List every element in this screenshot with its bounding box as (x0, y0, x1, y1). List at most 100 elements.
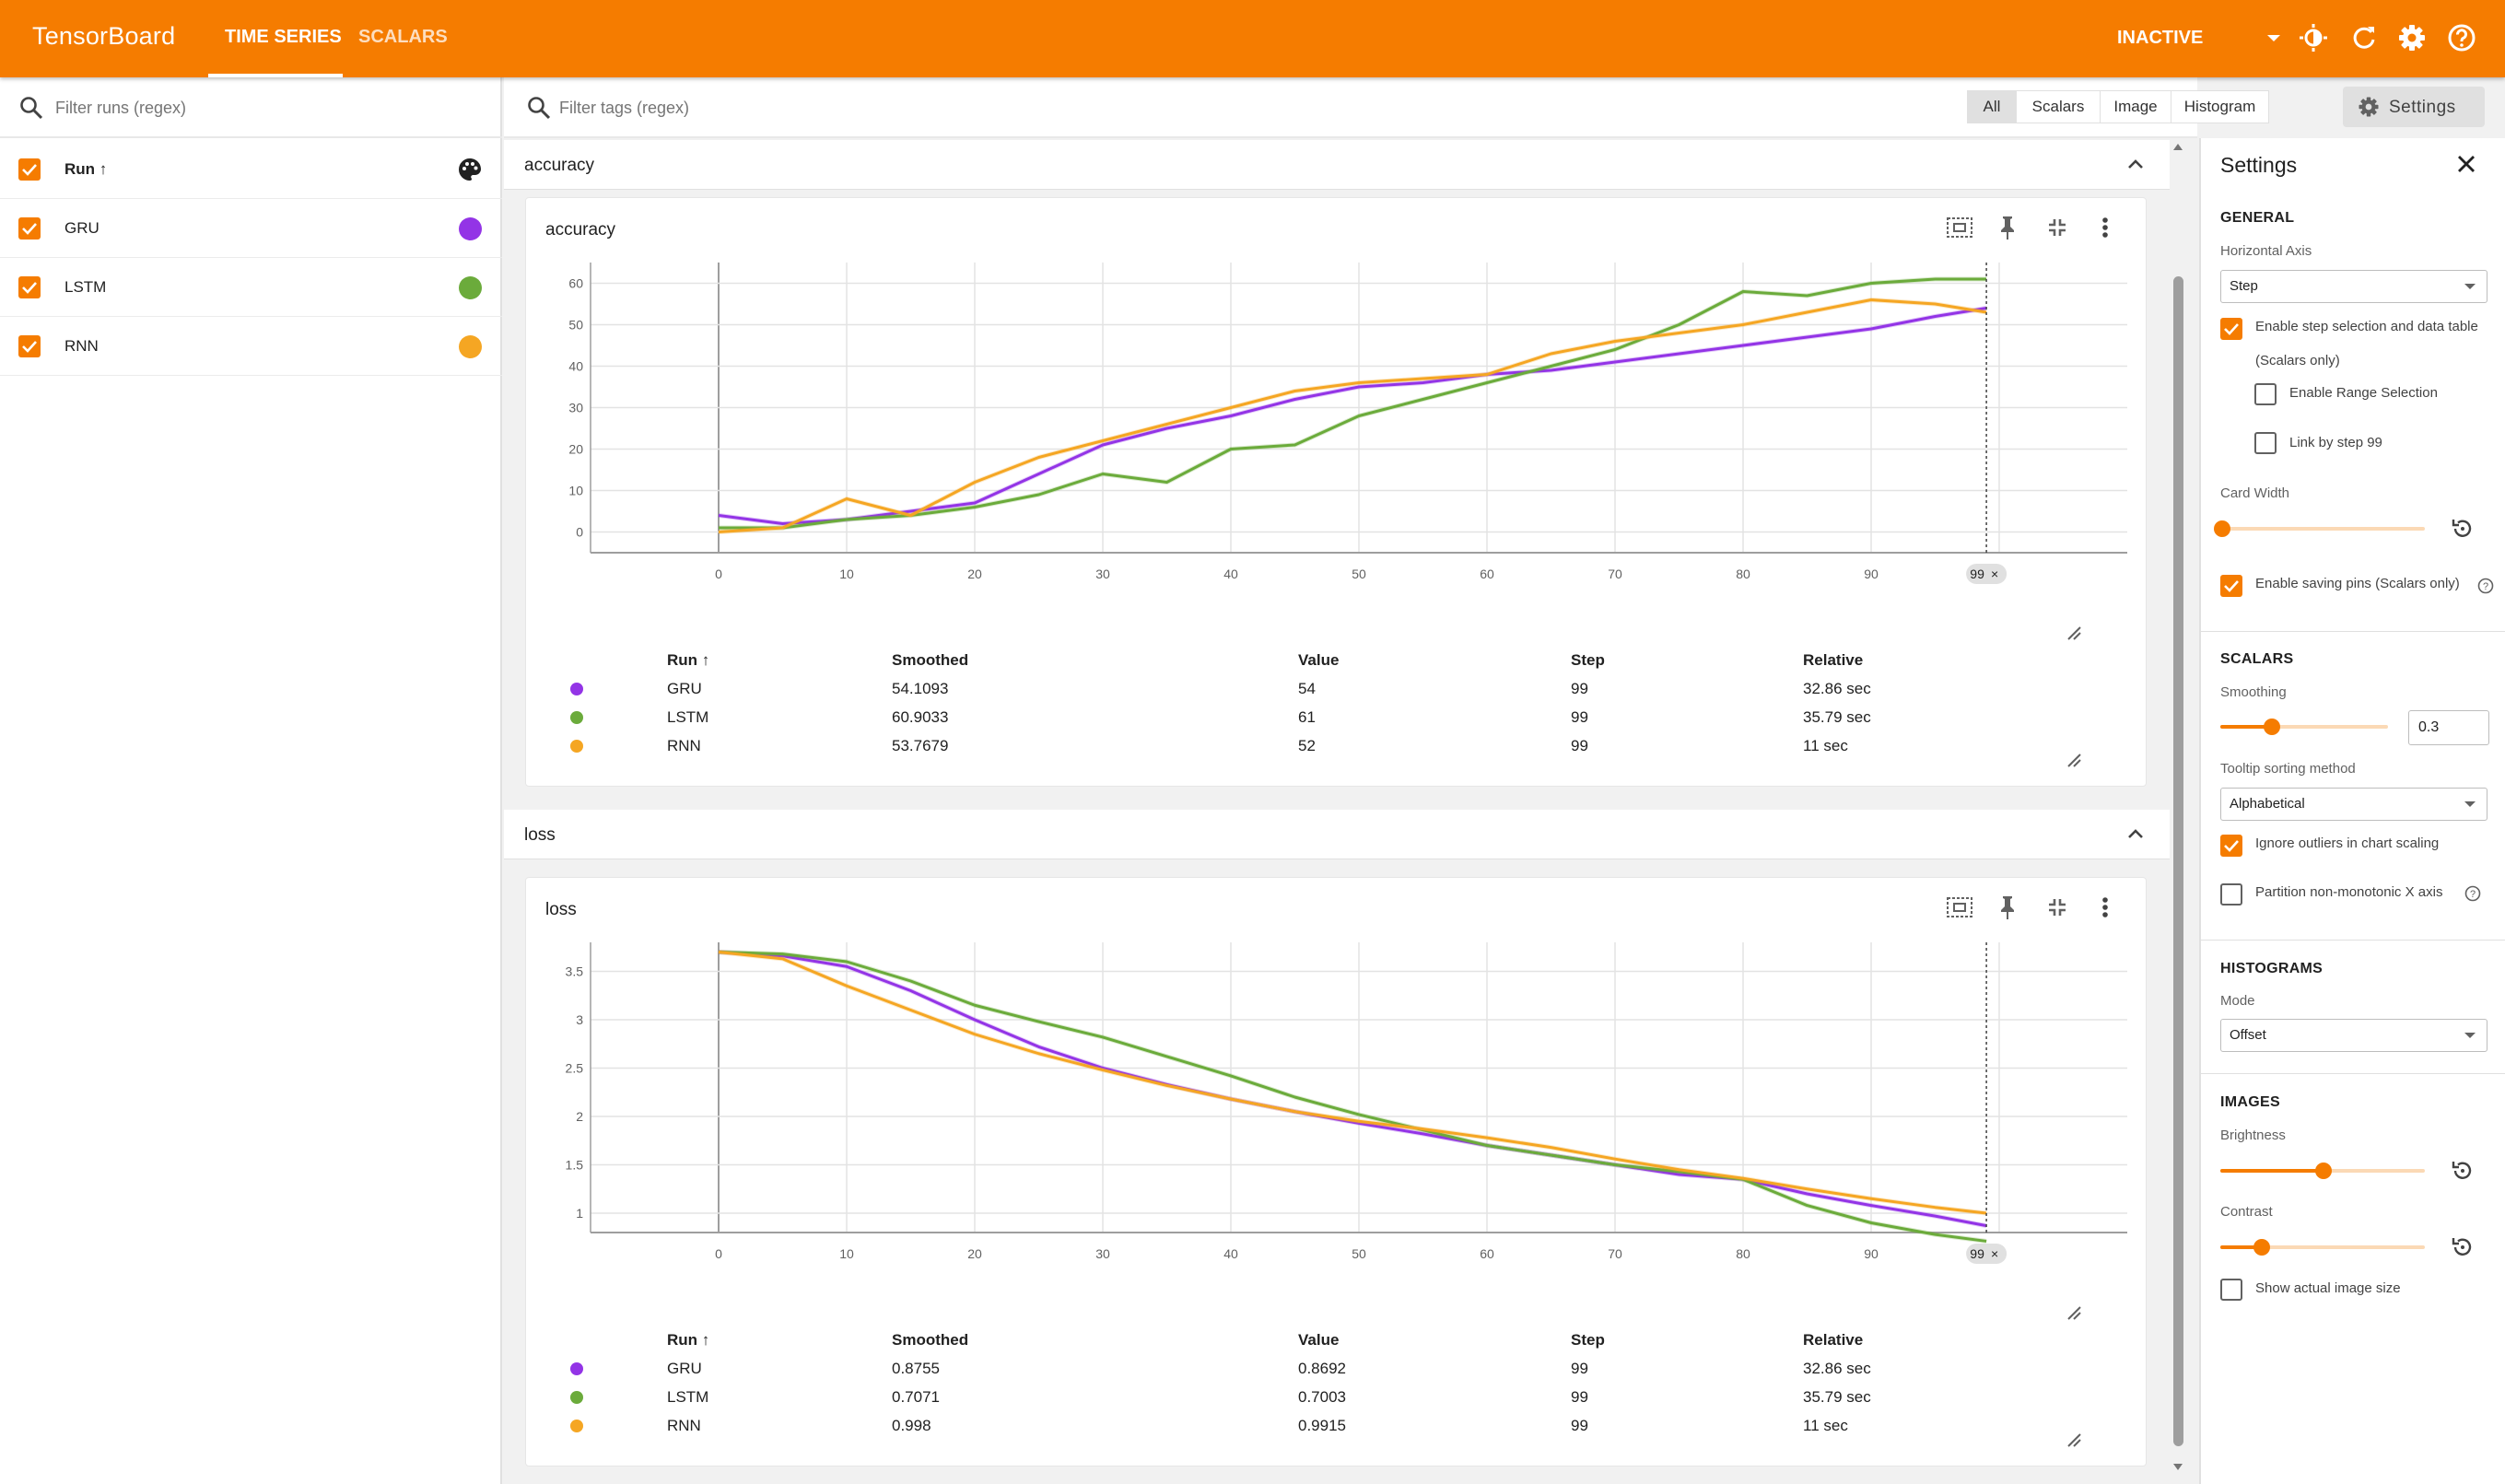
table-cell: 0.9915 (1298, 1417, 1346, 1434)
run-row-gru[interactable]: GRU (0, 199, 502, 258)
chevron-up-icon[interactable] (2124, 153, 2148, 177)
run-color-swatch[interactable] (459, 335, 482, 358)
chevron-up-icon[interactable] (2124, 823, 2148, 847)
accuracy-chart[interactable]: 0 10 20 30 40 50 60 70 80 90 0 10 20 30 40 50 60 99 × (526, 198, 2148, 631)
run-color-dot (570, 740, 583, 753)
runs-header-row: Run ↑ (0, 140, 502, 199)
x-tick-label: 0 (715, 567, 722, 581)
pin-icon[interactable] (1993, 893, 2022, 922)
contrast-slider-thumb[interactable] (2253, 1239, 2270, 1256)
series-line-lstm (719, 277, 1987, 530)
fit-domain-icon[interactable] (1945, 893, 1974, 922)
x-tick-label: 80 (1736, 567, 1750, 581)
collapse-icon[interactable] (2043, 893, 2072, 922)
chevron-down-icon[interactable] (2267, 35, 2280, 41)
table-cell: 0.7003 (1298, 1388, 1346, 1406)
run-checkbox[interactable] (18, 335, 41, 357)
runs-filter-input[interactable]: Filter runs (regex) (55, 99, 187, 117)
run-checkbox[interactable] (18, 276, 41, 298)
app-title[interactable]: TensorBoard (32, 22, 176, 50)
enable-range-selection-label: Enable Range Selection (2289, 385, 2438, 401)
card-width-slider[interactable] (2220, 527, 2425, 531)
scroll-up-icon[interactable] (2172, 142, 2183, 151)
table-cell: 0.998 (892, 1417, 931, 1434)
filter-scalars[interactable]: Scalars (2016, 90, 2101, 123)
divider (2201, 1073, 2505, 1074)
palette-icon[interactable] (457, 157, 483, 182)
section-histograms: HISTOGRAMS (2220, 961, 2324, 976)
horizontal-axis-select[interactable]: Step (2220, 270, 2487, 303)
help-icon[interactable]: ? (2464, 885, 2481, 902)
resize-handle-icon[interactable] (2065, 1431, 2083, 1449)
enable-saving-pins-checkbox[interactable] (2220, 575, 2242, 597)
close-icon[interactable] (2453, 151, 2479, 177)
table-cell: 52 (1298, 737, 1316, 754)
tab-time-series[interactable]: TIME SERIES (225, 27, 342, 47)
runs-filter[interactable]: Filter runs (regex) (0, 77, 502, 138)
reset-icon[interactable] (2448, 1156, 2477, 1186)
run-row-lstm[interactable]: LSTM (0, 258, 502, 317)
active-tab-indicator (208, 74, 343, 77)
show-actual-size-checkbox[interactable] (2220, 1279, 2242, 1301)
smoothing-input[interactable]: 0.3 (2408, 710, 2489, 745)
filter-all[interactable]: All (1967, 90, 2017, 123)
main-scrollbar[interactable] (2171, 138, 2185, 1478)
table-cell: 35.79 sec (1803, 708, 1871, 726)
card-width-slider-thumb[interactable] (2214, 520, 2230, 537)
reset-icon[interactable] (2448, 514, 2477, 543)
more-vert-icon[interactable] (2090, 213, 2120, 242)
y-tick-label: 0 (576, 525, 583, 540)
loss-chart[interactable]: 0 10 20 30 40 50 60 70 80 90 1 1.5 2 2.5 3 3.5 99 × (526, 878, 2148, 1311)
refresh-icon[interactable] (2349, 23, 2379, 53)
run-checkbox[interactable] (18, 217, 41, 240)
smoothing-slider[interactable] (2220, 725, 2388, 729)
histogram-mode-select[interactable]: Offset (2220, 1019, 2487, 1052)
gear-icon[interactable] (2397, 23, 2427, 53)
scroll-down-icon[interactable] (2172, 1463, 2183, 1472)
smoothing-slider-thumb[interactable] (2264, 719, 2280, 735)
brightness-icon[interactable] (2299, 23, 2328, 53)
tags-filter-input[interactable]: Filter tags (regex) (559, 99, 690, 117)
run-row-rnn[interactable]: RNN (0, 317, 502, 376)
reset-icon[interactable] (2448, 1233, 2477, 1262)
link-by-step-checkbox[interactable] (2254, 432, 2277, 454)
card-title: loss (545, 900, 577, 919)
pin-icon[interactable] (1993, 213, 2022, 242)
table-header[interactable]: Run ↑ (667, 1331, 710, 1349)
enable-range-selection-checkbox[interactable] (2254, 383, 2277, 405)
ignore-outliers-checkbox[interactable] (2220, 835, 2242, 857)
scrollbar-thumb[interactable] (2173, 276, 2183, 1446)
more-vert-icon[interactable] (2090, 893, 2120, 922)
plugin-status-dropdown[interactable]: INACTIVE (2117, 28, 2204, 48)
table-header: Relative (1803, 1331, 1864, 1349)
run-column-sort[interactable]: Run ↑ (64, 160, 108, 178)
filter-histogram[interactable]: Histogram (2171, 90, 2269, 123)
collapse-icon[interactable] (2043, 213, 2072, 242)
tab-scalars[interactable]: SCALARS (358, 27, 448, 47)
table-header: Relative (1803, 651, 1864, 669)
brightness-slider-thumb[interactable] (2315, 1163, 2332, 1179)
filter-image[interactable]: Image (2100, 90, 2171, 123)
enable-step-selection-checkbox[interactable] (2220, 318, 2242, 340)
run-color-swatch[interactable] (459, 276, 482, 299)
partition-non-monotonic-checkbox[interactable] (2220, 883, 2242, 906)
table-cell: LSTM (667, 708, 709, 726)
resize-handle-icon[interactable] (2065, 751, 2083, 769)
run-color-swatch[interactable] (459, 217, 482, 240)
close-icon: × (1991, 1246, 1998, 1261)
table-header[interactable]: Run ↑ (667, 651, 710, 669)
help-icon[interactable] (2447, 23, 2476, 53)
select-all-runs-checkbox[interactable] (18, 158, 41, 181)
run-color-dot (570, 1362, 583, 1375)
fit-domain-icon[interactable] (1945, 213, 1974, 242)
resize-handle-icon[interactable] (2065, 624, 2083, 642)
resize-handle-icon[interactable] (2065, 1303, 2083, 1322)
contrast-slider[interactable] (2220, 1245, 2425, 1249)
settings-toggle-button[interactable]: Settings (2343, 87, 2485, 127)
table-cell: 32.86 sec (1803, 1360, 1871, 1377)
tooltip-sorting-select[interactable]: Alphabetical (2220, 788, 2487, 821)
run-name: GRU (64, 219, 99, 237)
group-header-loss[interactable]: loss (504, 810, 2170, 859)
group-header-accuracy[interactable]: accuracy (504, 140, 2170, 190)
help-icon[interactable]: ? (2477, 578, 2494, 594)
